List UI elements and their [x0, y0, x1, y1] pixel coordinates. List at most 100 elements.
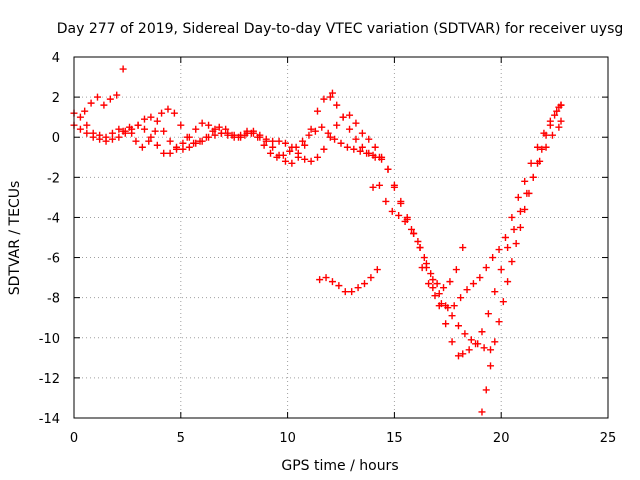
series-arc-c: [81, 91, 383, 161]
data-point: [115, 133, 123, 141]
data-point: [316, 276, 324, 284]
y-tick-label: -6: [47, 252, 60, 267]
data-point: [425, 280, 433, 288]
data-point: [512, 240, 520, 248]
data-point: [542, 143, 550, 151]
y-axis-label: SDTVAR / TECUs: [7, 181, 23, 296]
y-tick-label: 0: [52, 131, 60, 146]
data-point: [333, 101, 341, 109]
data-point: [83, 121, 91, 129]
series-arc-e: [369, 181, 467, 292]
data-point: [352, 119, 360, 127]
data-marks-layer: [70, 65, 565, 416]
series-arc-h: [459, 117, 565, 358]
data-point: [113, 91, 121, 99]
data-point: [217, 129, 225, 137]
data-point: [89, 133, 97, 141]
data-point: [198, 119, 206, 127]
x-tick-label: 10: [279, 431, 296, 446]
data-point: [115, 125, 123, 133]
data-point: [450, 302, 458, 310]
data-point: [228, 131, 236, 139]
data-point: [343, 143, 351, 151]
data-point: [536, 157, 544, 165]
data-point: [465, 346, 473, 354]
data-point: [448, 338, 456, 346]
data-point: [314, 153, 322, 161]
data-point: [510, 225, 518, 233]
y-tick-label: -4: [47, 211, 60, 226]
data-point: [482, 264, 490, 272]
data-point: [459, 244, 467, 252]
data-point: [164, 105, 172, 113]
data-point: [448, 312, 456, 320]
data-point: [279, 151, 287, 159]
y-tick-label: -8: [47, 292, 60, 307]
data-point: [153, 117, 161, 125]
data-point: [472, 340, 480, 348]
data-point: [516, 223, 524, 231]
data-point: [328, 278, 336, 286]
data-point: [292, 143, 300, 151]
data-point: [499, 298, 507, 306]
data-point: [527, 159, 535, 167]
data-point: [185, 143, 193, 151]
data-point: [365, 135, 373, 143]
data-point: [299, 137, 307, 145]
data-point: [108, 129, 116, 137]
data-point: [427, 270, 435, 278]
data-point: [320, 145, 328, 153]
data-point: [269, 143, 277, 151]
data-point: [170, 109, 178, 117]
y-tick-label: 2: [52, 91, 60, 106]
data-point: [328, 89, 336, 97]
data-point: [132, 137, 140, 145]
series-arc-d: [316, 266, 381, 296]
y-tick-label: 4: [52, 51, 60, 66]
data-point: [382, 197, 390, 205]
data-point: [160, 127, 168, 135]
data-point: [495, 318, 503, 326]
data-point: [514, 193, 522, 201]
data-point: [288, 159, 296, 167]
data-point: [369, 151, 377, 159]
data-point: [311, 127, 319, 135]
data-point: [452, 266, 460, 274]
data-point: [318, 123, 326, 131]
data-point: [433, 280, 441, 288]
data-point: [243, 127, 251, 135]
data-point: [454, 322, 462, 330]
data-point: [314, 107, 322, 115]
data-point: [260, 141, 268, 149]
data-point: [521, 205, 529, 213]
data-point: [147, 133, 155, 141]
data-point: [491, 338, 499, 346]
series-arc-g: [478, 101, 565, 416]
data-point: [521, 177, 529, 185]
x-tick-label: 25: [600, 431, 617, 446]
data-point: [348, 288, 356, 296]
data-point: [177, 121, 185, 129]
data-point: [205, 121, 213, 129]
grid-layer: [74, 57, 608, 418]
data-point: [463, 286, 471, 294]
data-point: [358, 143, 366, 151]
data-point: [275, 137, 283, 145]
data-point: [83, 129, 91, 137]
data-point: [478, 408, 486, 416]
data-point: [367, 274, 375, 282]
data-point: [358, 129, 366, 137]
data-point: [551, 111, 559, 119]
data-point: [557, 101, 565, 109]
data-point: [346, 111, 354, 119]
data-point: [307, 157, 315, 165]
data-point: [341, 288, 349, 296]
data-point: [407, 225, 415, 233]
data-point: [222, 125, 230, 133]
data-point: [281, 139, 289, 147]
data-point: [363, 149, 371, 157]
data-point: [548, 131, 556, 139]
data-point: [429, 284, 437, 292]
data-point: [108, 135, 116, 143]
